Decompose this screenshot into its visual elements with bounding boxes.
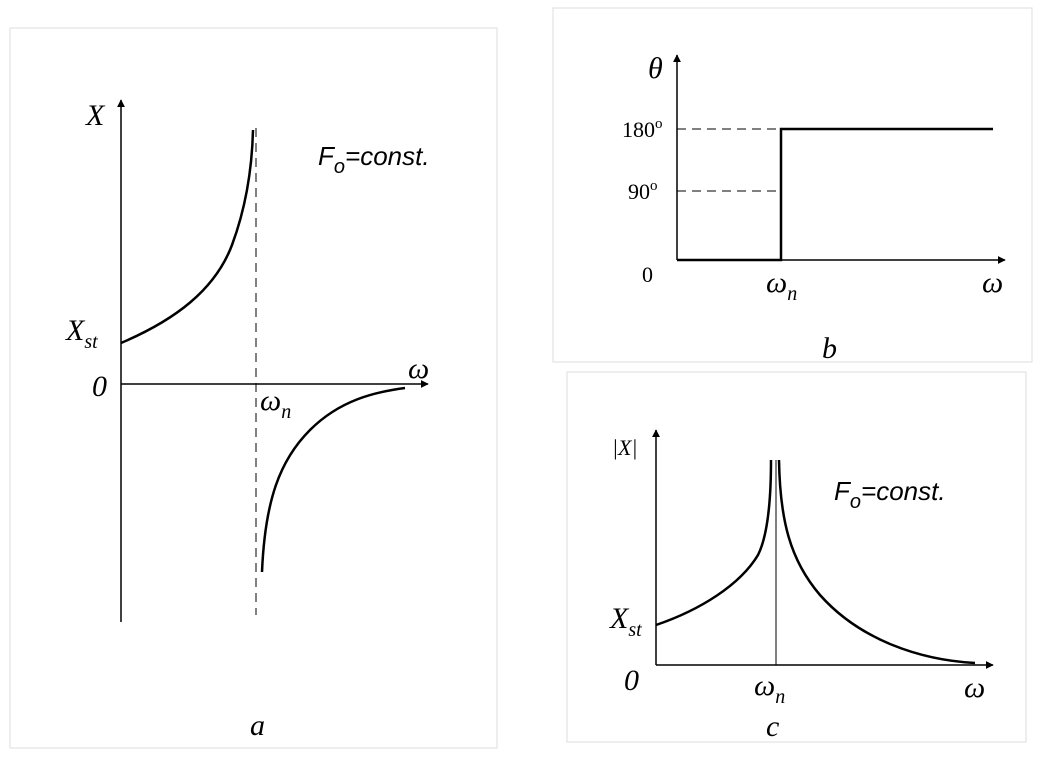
x-static-label: Xst xyxy=(65,314,98,353)
amplitude-curve xyxy=(777,459,976,665)
omega-n-label: ωn xyxy=(766,266,797,305)
tick-label: 90o xyxy=(628,178,658,204)
text: st xyxy=(84,331,98,353)
y-axis-label: X xyxy=(85,99,106,132)
origin-label: 0 xyxy=(624,664,639,697)
panel-frame xyxy=(9,27,498,749)
text: o xyxy=(334,156,345,178)
x-axis-label: ω xyxy=(408,352,429,385)
text: o xyxy=(650,178,658,194)
text: X xyxy=(65,314,86,347)
force-label: Fo=const. xyxy=(318,141,430,178)
y-axis-label: |X| xyxy=(612,435,638,460)
text: ω xyxy=(766,266,787,299)
panel-frame xyxy=(566,371,1027,743)
caption: b xyxy=(822,332,837,365)
omega-n-label: ωn xyxy=(754,669,785,708)
caption: a xyxy=(250,709,265,742)
y-axis-label: θ xyxy=(648,52,663,85)
text: ω xyxy=(754,669,775,702)
text: o xyxy=(850,491,861,513)
panel-a: X ω 0 Xst ωn Fo=const. a xyxy=(9,27,498,749)
origin-label: 0 xyxy=(642,262,653,287)
text: ω xyxy=(260,384,281,417)
response-curve xyxy=(120,129,255,345)
x-axis-label: ω xyxy=(964,671,985,704)
omega-n-label: ωn xyxy=(260,384,291,423)
phase-curve xyxy=(677,127,993,262)
tick-label: 180o xyxy=(622,116,663,142)
text: 180 xyxy=(622,117,655,142)
panel-b: θ 180o 90o 0 ωn ω b xyxy=(552,7,1033,365)
text: F xyxy=(834,476,852,506)
panel-c: |X| Fo=const. Xst 0 ωn ω c xyxy=(566,371,1027,743)
x-static-label: Xst xyxy=(609,602,642,641)
text: n xyxy=(775,686,785,708)
text: n xyxy=(787,283,797,305)
text: =const. xyxy=(861,476,946,506)
text: n xyxy=(281,401,291,423)
x-axis-label: ω xyxy=(982,266,1003,299)
text: F xyxy=(318,141,336,171)
origin-label: 0 xyxy=(92,370,107,403)
response-curve xyxy=(260,386,406,573)
amplitude-curve xyxy=(655,459,773,627)
panel-frame xyxy=(552,7,1033,363)
caption: c xyxy=(766,710,779,743)
force-label: Fo=const. xyxy=(834,476,946,513)
text: st xyxy=(628,619,642,641)
text: o xyxy=(655,116,663,132)
text: 90 xyxy=(628,179,650,204)
text: X xyxy=(609,602,630,635)
text: =const. xyxy=(345,141,430,171)
